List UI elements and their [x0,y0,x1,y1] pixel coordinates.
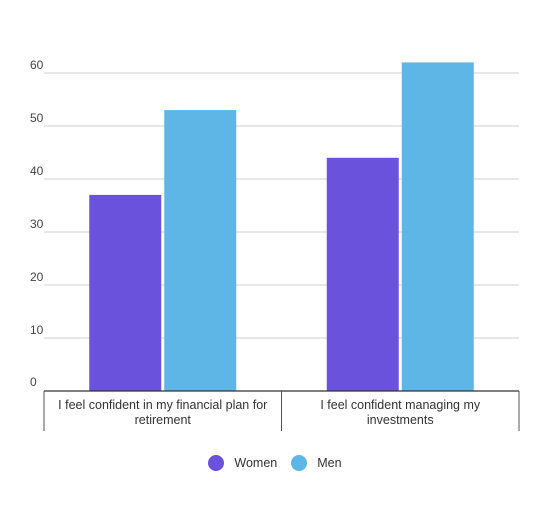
category-label: investments [367,413,434,427]
y-axis-ticks: 0 10 20 30 40 50 60 [30,58,44,389]
legend-item-women: Women [208,455,277,471]
legend-item-men: Men [291,455,342,471]
bar-women-1 [326,157,399,391]
category-label: I feel confident in my financial plan fo… [58,398,267,412]
y-tick-label: 40 [30,164,44,178]
y-tick-label: 0 [30,375,37,389]
legend-swatch-men [291,455,308,471]
legend: Women Men [0,455,550,471]
category-label: I feel confident managing my [320,398,481,412]
y-tick-label: 20 [30,270,44,284]
legend-label-women: Women [234,456,278,470]
category-label: retirement [135,413,192,427]
x-axis [43,390,520,431]
y-tick-label: 30 [30,217,44,231]
legend-label-men: Men [317,456,342,470]
bar-men-0 [164,110,237,391]
bar-men-1 [401,62,474,392]
bar-chart: 0 10 20 30 40 50 60 I feel confident in my fin… [30,58,520,431]
category-labels: I feel confident in my financial plan fo… [58,398,481,427]
y-tick-label: 60 [30,58,44,72]
bars [89,62,474,392]
y-tick-label: 10 [30,323,44,337]
legend-swatch-women [208,455,225,471]
y-tick-label: 50 [30,111,44,125]
bar-women-0 [89,194,162,391]
